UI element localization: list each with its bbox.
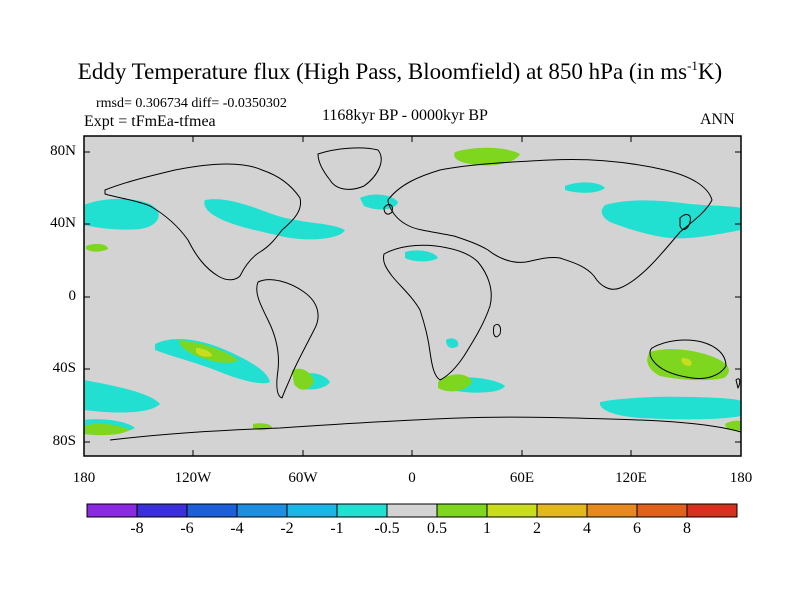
colorbar-label: -4 (230, 520, 244, 537)
west-africa-anomaly (405, 250, 438, 262)
plot-title: Eddy Temperature flux (High Pass, Bloomf… (77, 58, 723, 84)
colorbar-swatch (286, 503, 338, 518)
south-pacific-core (196, 348, 212, 357)
new-zealand-outline (735, 378, 741, 389)
southern-africa-anomaly (438, 374, 472, 392)
lat-label: 0 (68, 288, 77, 304)
lon-label: 60W (288, 470, 318, 486)
colorbar-swatch (86, 503, 138, 518)
madagascar-outline (493, 323, 501, 338)
greenland-outline (317, 147, 382, 190)
time-period-label: 1168kyr BP - 0000kyr BP (322, 107, 488, 124)
axis-ticks (83, 136, 742, 456)
colorbar-label: 2 (533, 520, 541, 537)
north-pacific-west-anomaly (601, 200, 741, 239)
north-atlantic-anomaly (204, 199, 345, 240)
lon-label: 120W (174, 470, 212, 486)
north-america-outline (104, 163, 302, 281)
japan-outline (679, 214, 691, 230)
colorbar-label: -8 (130, 520, 144, 537)
colorbar-swatch (186, 503, 238, 518)
africa-outline (383, 244, 492, 381)
colorbar-swatch (486, 503, 538, 518)
greenland-sea-anomaly (565, 182, 605, 193)
uk-outline (383, 204, 393, 215)
season-label: ANN (700, 111, 735, 128)
lon-label: 0 (408, 470, 416, 486)
colorbar-label: 8 (683, 520, 691, 537)
coastlines (104, 147, 742, 441)
australia-core (681, 358, 692, 366)
lat-label: 80S (52, 433, 76, 449)
colorbar (86, 503, 738, 518)
north-pacific-east-anomaly (84, 198, 159, 230)
colorbar-swatch (236, 503, 288, 518)
colorbar-swatch (586, 503, 638, 518)
lat-label: 40N (50, 215, 76, 231)
lat-label: 40S (52, 360, 76, 376)
colorbar-label: -6 (180, 520, 194, 537)
southern-ocean-east-anomaly (725, 420, 741, 431)
colorbar-swatch (386, 503, 438, 518)
south-america-outline (256, 279, 319, 399)
barents-sea-anomaly (454, 147, 520, 166)
pacific-east-small-anomaly (86, 243, 108, 252)
lon-label: 180 (729, 470, 753, 486)
colorbar-label: 4 (583, 520, 591, 537)
eastern-europe-anomaly (360, 194, 398, 210)
antarctica-outline (109, 416, 742, 441)
colorbar-label: -1 (330, 520, 344, 537)
rmsd-diff-stats: rmsd= 0.306734 diff= -0.0350302 (96, 96, 287, 111)
colorbar-swatch (136, 503, 188, 518)
colorbar-label: -2 (280, 520, 294, 537)
australia-outline (649, 339, 727, 379)
lat-label: 80N (50, 143, 76, 159)
argentina-anomaly (292, 368, 314, 390)
colorbar-swatch (336, 503, 388, 518)
colorbar-label: 6 (633, 520, 641, 537)
australia-south-anomaly (599, 396, 741, 420)
south-pacific-band-anomaly (155, 338, 270, 384)
colorbar-swatch (636, 503, 688, 518)
colorbar-swatch (686, 503, 738, 518)
colorbar-label: -0.5 (374, 520, 400, 537)
colorbar-swatch (536, 503, 588, 518)
strong-positive-anomaly-cores (196, 348, 692, 366)
southern-ocean-west-anomaly (84, 380, 160, 413)
lon-label: 60E (509, 470, 535, 486)
europe-asia-outline (387, 158, 713, 290)
lon-label: 120E (615, 470, 647, 486)
sw-africa-anomaly (446, 338, 459, 348)
colorbar-label: 1 (483, 520, 491, 537)
colorbar-swatch (436, 503, 488, 518)
southern-ocean-far-west-anomaly (84, 423, 130, 436)
experiment-label: Expt = tFmEa-tfmea (84, 113, 216, 130)
colorbar-label: 0.5 (427, 520, 447, 537)
lon-label: 180 (72, 470, 96, 486)
south-pacific-positive-anomaly (179, 340, 238, 363)
